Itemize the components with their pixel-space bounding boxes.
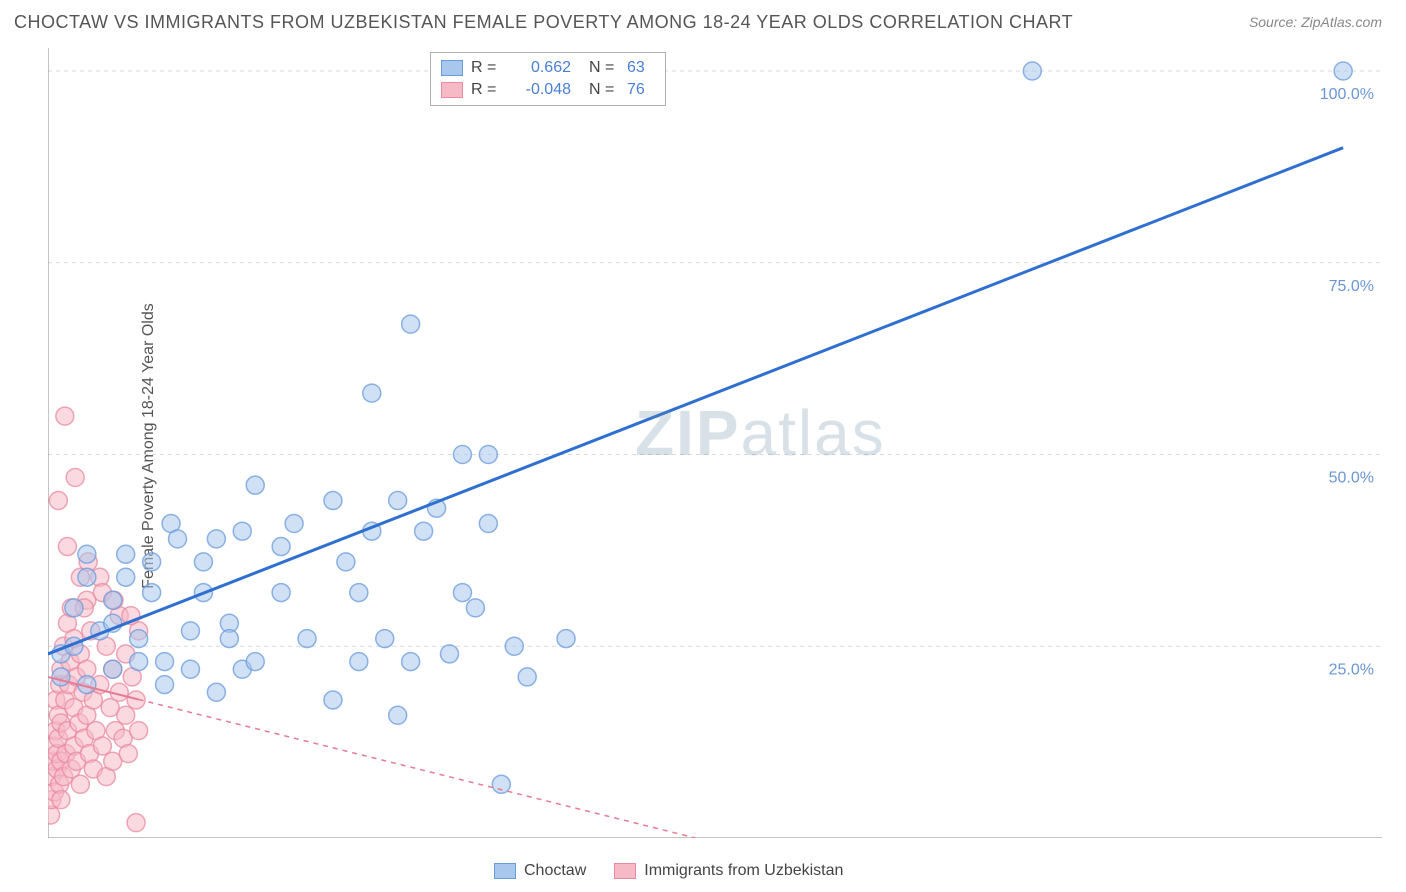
r-label: R = xyxy=(471,57,501,79)
chart-title: CHOCTAW VS IMMIGRANTS FROM UZBEKISTAN FE… xyxy=(14,12,1073,33)
svg-text:25.0%: 25.0% xyxy=(1329,661,1374,678)
series-legend-item-choctaw: Choctaw xyxy=(494,862,586,880)
r-label: R = xyxy=(471,79,501,101)
svg-text:75.0%: 75.0% xyxy=(1329,278,1374,295)
plot-area: 25.0%50.0%75.0%100.0%0.0%100.0% xyxy=(48,48,1382,838)
n-label: N = xyxy=(589,79,619,101)
correlation-legend-row-1: R = 0.662 N = 63 xyxy=(441,57,655,79)
legend-swatch-choctaw xyxy=(494,863,516,879)
n-value-uzbekistan: 76 xyxy=(627,79,655,101)
correlation-legend: R = 0.662 N = 63 R = -0.048 N = 76 xyxy=(430,52,666,106)
svg-text:50.0%: 50.0% xyxy=(1329,470,1374,487)
series-name-choctaw: Choctaw xyxy=(524,862,586,880)
series-legend-item-uzbekistan: Immigrants from Uzbekistan xyxy=(614,862,843,880)
svg-text:100.0%: 100.0% xyxy=(1320,86,1374,103)
correlation-legend-row-2: R = -0.048 N = 76 xyxy=(441,79,655,101)
source-attribution: Source: ZipAtlas.com xyxy=(1249,14,1382,30)
legend-swatch-uzbekistan xyxy=(614,863,636,879)
r-value-uzbekistan: -0.048 xyxy=(509,79,571,101)
legend-swatch-uzbekistan xyxy=(441,82,463,98)
r-value-choctaw: 0.662 xyxy=(509,57,571,79)
legend-swatch-choctaw xyxy=(441,60,463,76)
series-name-uzbekistan: Immigrants from Uzbekistan xyxy=(644,862,843,880)
series-legend: Choctaw Immigrants from Uzbekistan xyxy=(494,862,843,880)
n-value-choctaw: 63 xyxy=(627,57,655,79)
n-label: N = xyxy=(589,57,619,79)
